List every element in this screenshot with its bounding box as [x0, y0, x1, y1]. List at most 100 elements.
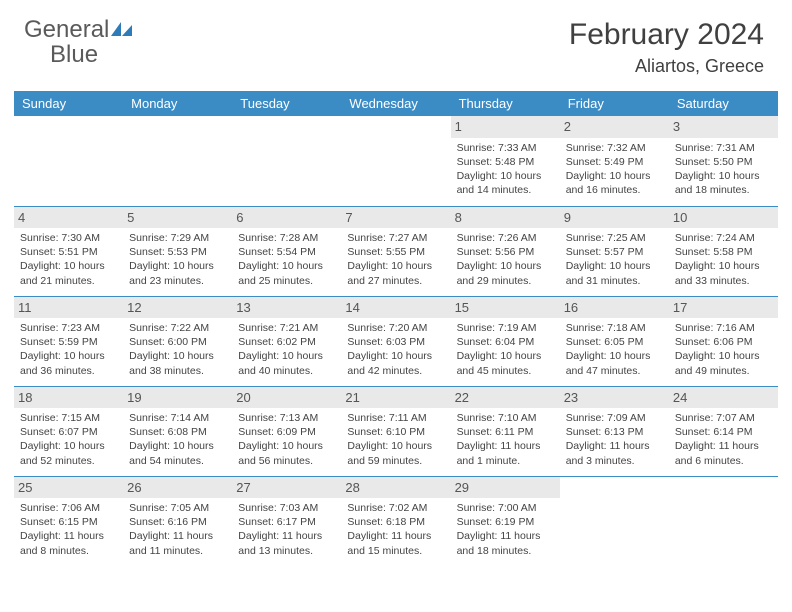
calendar-cell: 7Sunrise: 7:27 AMSunset: 5:55 PMDaylight…	[341, 206, 450, 296]
cell-sunrise: Sunrise: 7:14 AM	[129, 411, 226, 425]
day-number: 29	[451, 477, 560, 499]
cell-sunset: Sunset: 5:50 PM	[675, 155, 772, 169]
cell-sunset: Sunset: 6:08 PM	[129, 425, 226, 439]
day-number: 9	[560, 207, 669, 229]
cell-daylight1: Daylight: 10 hours	[347, 439, 444, 453]
cell-sunrise: Sunrise: 7:24 AM	[675, 231, 772, 245]
calendar-cell: 17Sunrise: 7:16 AMSunset: 6:06 PMDayligh…	[669, 296, 778, 386]
calendar-cell: 20Sunrise: 7:13 AMSunset: 6:09 PMDayligh…	[232, 386, 341, 476]
calendar-cell: 6Sunrise: 7:28 AMSunset: 5:54 PMDaylight…	[232, 206, 341, 296]
cell-daylight2: and 25 minutes.	[238, 274, 335, 288]
cell-sunrise: Sunrise: 7:29 AM	[129, 231, 226, 245]
cell-daylight2: and 11 minutes.	[129, 544, 226, 558]
cell-sunset: Sunset: 5:55 PM	[347, 245, 444, 259]
calendar-cell: 25Sunrise: 7:06 AMSunset: 6:15 PMDayligh…	[14, 476, 123, 566]
cell-daylight2: and 16 minutes.	[566, 183, 663, 197]
day-number: 17	[669, 297, 778, 319]
calendar-cell: 4Sunrise: 7:30 AMSunset: 5:51 PMDaylight…	[14, 206, 123, 296]
cell-daylight1: Daylight: 10 hours	[457, 259, 554, 273]
cell-sunrise: Sunrise: 7:25 AM	[566, 231, 663, 245]
cell-daylight2: and 13 minutes.	[238, 544, 335, 558]
calendar-row: 18Sunrise: 7:15 AMSunset: 6:07 PMDayligh…	[14, 386, 778, 476]
title-block: February 2024 Aliartos, Greece	[569, 18, 764, 77]
location: Aliartos, Greece	[569, 56, 764, 77]
cell-sunrise: Sunrise: 7:10 AM	[457, 411, 554, 425]
calendar-cell: 10Sunrise: 7:24 AMSunset: 5:58 PMDayligh…	[669, 206, 778, 296]
cell-sunrise: Sunrise: 7:32 AM	[566, 141, 663, 155]
cell-daylight2: and 47 minutes.	[566, 364, 663, 378]
calendar-cell	[232, 116, 341, 206]
cell-daylight2: and 21 minutes.	[20, 274, 117, 288]
cell-daylight1: Daylight: 11 hours	[20, 529, 117, 543]
cell-daylight2: and 33 minutes.	[675, 274, 772, 288]
cell-sunrise: Sunrise: 7:20 AM	[347, 321, 444, 335]
cell-sunrise: Sunrise: 7:07 AM	[675, 411, 772, 425]
day-number: 25	[14, 477, 123, 499]
cell-sunset: Sunset: 6:09 PM	[238, 425, 335, 439]
cell-daylight1: Daylight: 10 hours	[238, 349, 335, 363]
cell-sunrise: Sunrise: 7:21 AM	[238, 321, 335, 335]
month-title: February 2024	[569, 18, 764, 52]
cell-daylight1: Daylight: 11 hours	[675, 439, 772, 453]
calendar-cell	[669, 476, 778, 566]
day-number: 5	[123, 207, 232, 229]
day-number: 20	[232, 387, 341, 409]
calendar-cell: 26Sunrise: 7:05 AMSunset: 6:16 PMDayligh…	[123, 476, 232, 566]
calendar-cell: 2Sunrise: 7:32 AMSunset: 5:49 PMDaylight…	[560, 116, 669, 206]
day-header: Sunday	[14, 91, 123, 116]
calendar-body: 1Sunrise: 7:33 AMSunset: 5:48 PMDaylight…	[14, 116, 778, 566]
cell-sunset: Sunset: 5:59 PM	[20, 335, 117, 349]
calendar-cell: 11Sunrise: 7:23 AMSunset: 5:59 PMDayligh…	[14, 296, 123, 386]
calendar-cell: 12Sunrise: 7:22 AMSunset: 6:00 PMDayligh…	[123, 296, 232, 386]
cell-daylight1: Daylight: 11 hours	[238, 529, 335, 543]
calendar-cell: 22Sunrise: 7:10 AMSunset: 6:11 PMDayligh…	[451, 386, 560, 476]
cell-daylight2: and 1 minute.	[457, 454, 554, 468]
cell-daylight2: and 14 minutes.	[457, 183, 554, 197]
cell-daylight2: and 27 minutes.	[347, 274, 444, 288]
day-number: 14	[341, 297, 450, 319]
cell-daylight1: Daylight: 10 hours	[20, 439, 117, 453]
calendar-cell: 5Sunrise: 7:29 AMSunset: 5:53 PMDaylight…	[123, 206, 232, 296]
day-number: 13	[232, 297, 341, 319]
day-number: 3	[669, 116, 778, 138]
cell-sunrise: Sunrise: 7:13 AM	[238, 411, 335, 425]
cell-sunrise: Sunrise: 7:02 AM	[347, 501, 444, 515]
cell-daylight1: Daylight: 10 hours	[566, 259, 663, 273]
cell-daylight1: Daylight: 11 hours	[129, 529, 226, 543]
cell-sunset: Sunset: 5:54 PM	[238, 245, 335, 259]
day-number: 7	[341, 207, 450, 229]
cell-sunrise: Sunrise: 7:15 AM	[20, 411, 117, 425]
day-header: Saturday	[669, 91, 778, 116]
cell-sunset: Sunset: 6:16 PM	[129, 515, 226, 529]
calendar-cell	[341, 116, 450, 206]
cell-daylight2: and 59 minutes.	[347, 454, 444, 468]
cell-sunrise: Sunrise: 7:31 AM	[675, 141, 772, 155]
day-header: Wednesday	[341, 91, 450, 116]
cell-daylight2: and 56 minutes.	[238, 454, 335, 468]
calendar-cell: 1Sunrise: 7:33 AMSunset: 5:48 PMDaylight…	[451, 116, 560, 206]
cell-sunset: Sunset: 6:05 PM	[566, 335, 663, 349]
cell-sunset: Sunset: 6:02 PM	[238, 335, 335, 349]
cell-daylight2: and 40 minutes.	[238, 364, 335, 378]
day-number: 2	[560, 116, 669, 138]
calendar-row: 1Sunrise: 7:33 AMSunset: 5:48 PMDaylight…	[14, 116, 778, 206]
logo-text: General Blue	[24, 18, 133, 67]
day-number: 19	[123, 387, 232, 409]
day-header: Friday	[560, 91, 669, 116]
cell-sunset: Sunset: 6:10 PM	[347, 425, 444, 439]
cell-daylight2: and 29 minutes.	[457, 274, 554, 288]
calendar-cell	[560, 476, 669, 566]
cell-daylight1: Daylight: 10 hours	[129, 439, 226, 453]
day-number: 27	[232, 477, 341, 499]
cell-daylight1: Daylight: 11 hours	[457, 529, 554, 543]
cell-daylight2: and 6 minutes.	[675, 454, 772, 468]
cell-sunset: Sunset: 6:19 PM	[457, 515, 554, 529]
cell-daylight2: and 49 minutes.	[675, 364, 772, 378]
cell-sunrise: Sunrise: 7:19 AM	[457, 321, 554, 335]
cell-daylight1: Daylight: 10 hours	[129, 349, 226, 363]
cell-sunset: Sunset: 5:53 PM	[129, 245, 226, 259]
cell-daylight1: Daylight: 10 hours	[457, 349, 554, 363]
calendar-cell: 24Sunrise: 7:07 AMSunset: 6:14 PMDayligh…	[669, 386, 778, 476]
cell-sunrise: Sunrise: 7:30 AM	[20, 231, 117, 245]
cell-sunset: Sunset: 6:18 PM	[347, 515, 444, 529]
